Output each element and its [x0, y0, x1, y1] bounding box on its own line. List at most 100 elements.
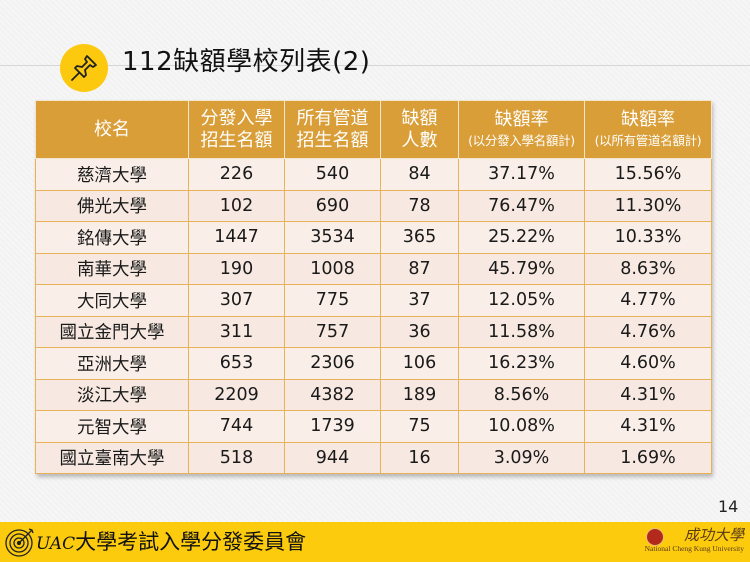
table-row: 元智大學 744 1739 75 10.08% 4.31% [35, 410, 712, 443]
page-title: 112缺額學校列表(2) [122, 47, 371, 77]
all-quota-cell: 944 [284, 441, 381, 474]
all-quota-cell: 2306 [284, 347, 381, 380]
school-name-cell: 佛光大學 [35, 189, 189, 222]
table-row: 佛光大學 102 690 78 76.47% 11.30% [35, 189, 712, 222]
dist-quota-cell: 1447 [188, 221, 285, 254]
ncku-name-cn: 成功大學 [683, 526, 744, 544]
vacancy-rate-all-cell: 4.77% [584, 284, 712, 317]
school-name-cell: 國立金門大學 [35, 315, 189, 348]
all-quota-cell: 690 [284, 189, 381, 222]
table-row: 慈濟大學 226 540 84 37.17% 15.56% [35, 158, 712, 191]
vacancy-count-cell: 106 [380, 347, 459, 380]
vacancy-rate-dist-cell: 11.58% [458, 315, 585, 348]
vacancy-rate-dist-cell: 76.47% [458, 189, 585, 222]
vacancy-rate-dist-cell: 45.79% [458, 252, 585, 285]
vacancy-count-cell: 78 [380, 189, 459, 222]
uac-prefix: UAC [36, 534, 76, 554]
table-row: 國立金門大學 311 757 36 11.58% 4.76% [35, 315, 712, 348]
vacancy-rate-dist-cell: 12.05% [458, 284, 585, 317]
header-vacancy-count: 缺額 人數 [380, 100, 459, 159]
header-text: 所有管道 [296, 107, 369, 129]
school-name-cell: 國立臺南大學 [35, 441, 189, 474]
header-text: 招生名額 [200, 129, 273, 151]
vacancy-count-cell: 189 [380, 378, 459, 411]
school-name-cell: 南華大學 [35, 252, 189, 285]
all-quota-cell: 3534 [284, 221, 381, 254]
school-name-cell: 淡江大學 [35, 378, 189, 411]
header-text: 缺額率 [494, 108, 549, 130]
table-header-row: 校名 分發入學 招生名額 所有管道 招生名額 缺額 人數 缺額率 (以分發入學名額計) … [35, 100, 712, 159]
page-number: 14 [718, 497, 739, 516]
all-quota-cell: 1739 [284, 410, 381, 443]
vacancy-count-cell: 37 [380, 284, 459, 317]
vacancy-count-cell: 16 [380, 441, 459, 474]
dist-quota-cell: 311 [188, 315, 285, 348]
header-text: 招生名額 [296, 129, 369, 151]
all-quota-cell: 540 [284, 158, 381, 191]
vacancy-count-cell: 75 [380, 410, 459, 443]
vacancy-rate-all-cell: 10.33% [584, 221, 712, 254]
vacancy-rate-all-cell: 4.76% [584, 315, 712, 348]
dist-quota-cell: 307 [188, 284, 285, 317]
all-quota-cell: 1008 [284, 252, 381, 285]
table-row: 國立臺南大學 518 944 16 3.09% 1.69% [35, 441, 712, 474]
header-all-quota: 所有管道 招生名額 [284, 100, 381, 159]
table-row: 亞洲大學 653 2306 106 16.23% 4.60% [35, 347, 712, 380]
title-divider-line [0, 65, 750, 66]
header-text: 分發入學 [200, 107, 273, 129]
all-quota-cell: 4382 [284, 378, 381, 411]
ncku-name-en: National Cheng Kung University [644, 544, 744, 553]
dist-quota-cell: 102 [188, 189, 285, 222]
table-row: 銘傳大學 1447 3534 365 25.22% 10.33% [35, 221, 712, 254]
dist-quota-cell: 518 [188, 441, 285, 474]
vacancy-count-cell: 84 [380, 158, 459, 191]
school-name-cell: 銘傳大學 [35, 221, 189, 254]
dist-quota-cell: 190 [188, 252, 285, 285]
header-text: 校名 [94, 118, 130, 140]
vacancy-rate-all-cell: 4.31% [584, 410, 712, 443]
ncku-logo: 成功大學 National Cheng Kung University [644, 526, 744, 560]
vacancy-count-cell: 87 [380, 252, 459, 285]
vacancy-rate-dist-cell: 10.08% [458, 410, 585, 443]
header-text: (以所有管道名額計) [594, 132, 702, 148]
dist-quota-cell: 744 [188, 410, 285, 443]
dist-quota-cell: 226 [188, 158, 285, 191]
vacancy-count-cell: 36 [380, 315, 459, 348]
footer-org-name: UAC大學考試入學分發委員會 [36, 528, 306, 558]
vacancy-rate-dist-cell: 8.56% [458, 378, 585, 411]
header-text: (以分發入學名額計) [468, 132, 575, 148]
vacancy-rate-all-cell: 11.30% [584, 189, 712, 222]
vacancy-rate-all-cell: 4.31% [584, 378, 712, 411]
header-text: 人數 [401, 129, 438, 151]
header-school-name: 校名 [35, 100, 189, 159]
vacancy-rate-dist-cell: 3.09% [458, 441, 585, 474]
school-name-cell: 大同大學 [35, 284, 189, 317]
dist-quota-cell: 653 [188, 347, 285, 380]
header-text: 缺額率 [621, 108, 675, 130]
vacancy-count-cell: 365 [380, 221, 459, 254]
header-dist-quota: 分發入學 招生名額 [188, 100, 285, 159]
school-name-cell: 慈濟大學 [35, 158, 189, 191]
org-name: 大學考試入學分發委員會 [75, 530, 307, 554]
table-row: 大同大學 307 775 37 12.05% 4.77% [35, 284, 712, 317]
school-name-cell: 亞洲大學 [35, 347, 189, 380]
vacancy-rate-all-cell: 4.60% [584, 347, 712, 380]
dist-quota-cell: 2209 [188, 378, 285, 411]
vacancy-rate-dist-cell: 25.22% [458, 221, 585, 254]
pushpin-icon [60, 44, 108, 92]
ncku-seal-icon [646, 528, 664, 546]
header-text: 缺額 [401, 107, 438, 129]
school-name-cell: 元智大學 [35, 410, 189, 443]
header-vacancy-rate-dist: 缺額率 (以分發入學名額計) [458, 100, 585, 159]
all-quota-cell: 775 [284, 284, 381, 317]
vacancy-rate-dist-cell: 16.23% [458, 347, 585, 380]
target-logo-icon [4, 526, 36, 558]
header-vacancy-rate-all: 缺額率 (以所有管道名額計) [584, 100, 712, 159]
table-row: 南華大學 190 1008 87 45.79% 8.63% [35, 252, 712, 285]
vacancy-rate-dist-cell: 37.17% [458, 158, 585, 191]
vacancy-rate-all-cell: 15.56% [584, 158, 712, 191]
vacancy-rate-all-cell: 1.69% [584, 441, 712, 474]
vacancy-table: 校名 分發入學 招生名額 所有管道 招生名額 缺額 人數 缺額率 (以分發入學名額計) … [35, 100, 712, 474]
all-quota-cell: 757 [284, 315, 381, 348]
table-row: 淡江大學 2209 4382 189 8.56% 4.31% [35, 378, 712, 411]
